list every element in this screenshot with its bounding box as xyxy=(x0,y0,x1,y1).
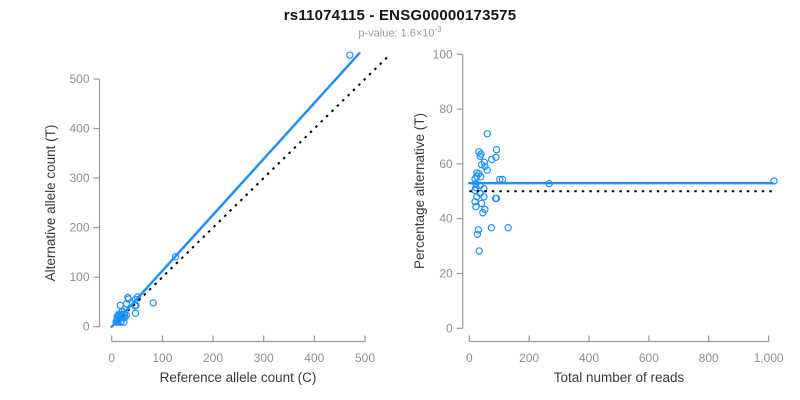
data-point xyxy=(481,162,489,171)
y-tick-label: 500 xyxy=(69,72,89,86)
data-point xyxy=(479,208,487,217)
data-point xyxy=(171,253,180,261)
data-point xyxy=(477,199,486,208)
data-point xyxy=(504,223,512,232)
data-point xyxy=(770,177,778,185)
data-point xyxy=(472,202,480,211)
data-point xyxy=(483,166,492,174)
x-tick-label: 400 xyxy=(579,351,599,365)
x-tick-label: 200 xyxy=(519,351,539,365)
x-axis-title: Reference allele count (C) xyxy=(160,370,317,385)
data-point xyxy=(475,148,483,156)
y-tick-label: 80 xyxy=(439,102,453,116)
data-point xyxy=(149,299,157,307)
y-tick-label: 20 xyxy=(439,267,453,281)
left-scatter-plot: 0 100 200 300 400 500 0 100 200 300 400 500 Referenc… xyxy=(43,51,389,385)
fit-line xyxy=(110,51,361,328)
data-point xyxy=(474,226,483,234)
data-point xyxy=(473,230,482,238)
y-tick-label: 100 xyxy=(69,270,89,284)
data-point xyxy=(473,193,481,201)
data-point xyxy=(475,247,483,255)
y-tick-label: 0 xyxy=(446,321,453,335)
x-tick-label: 0 xyxy=(466,351,473,365)
data-point xyxy=(480,184,488,193)
figure-header: rs11074115 - ENSG00000173575 p-value: 1.… xyxy=(0,0,800,40)
data-point xyxy=(476,152,484,160)
data-point xyxy=(492,153,500,162)
y-tick-label: 0 xyxy=(83,320,90,334)
data-point xyxy=(133,293,142,301)
figure-subtitle: p-value: 1.6×10-3 xyxy=(0,25,800,40)
y-tick-label: 300 xyxy=(69,171,89,185)
data-point xyxy=(471,197,479,206)
x-tick-label: 0 xyxy=(108,351,115,365)
y-axis-title: Alternative allele count (T) xyxy=(43,125,58,282)
right-scatter-plot: 0 20 40 60 80 100 0 200 400 600 800 1,000 Total numb… xyxy=(412,47,784,385)
y-tick-label: 40 xyxy=(439,212,453,226)
x-tick-label: 600 xyxy=(639,351,659,365)
data-point xyxy=(120,318,128,326)
y-tick-label: 60 xyxy=(439,157,453,171)
x-axis-title: Total number of reads xyxy=(554,370,685,385)
pvalue-text: p-value: 1.6×10 xyxy=(358,27,435,40)
reference-line xyxy=(111,55,389,328)
data-point xyxy=(117,318,125,326)
figure-title: rs11074115 - ENSG00000173575 xyxy=(283,7,517,24)
data-point xyxy=(346,51,354,59)
data-point xyxy=(480,193,488,201)
x-tick-label: 100 xyxy=(152,351,172,365)
data-point xyxy=(131,309,140,317)
x-tick-label: 1,000 xyxy=(754,351,784,365)
x-tick-label: 800 xyxy=(699,351,719,365)
y-tick-label: 100 xyxy=(433,47,453,61)
y-axis-title: Percentage alternative (T) xyxy=(412,113,427,269)
x-tick-label: 200 xyxy=(203,351,223,365)
pvalue-exponent: -3 xyxy=(434,25,442,34)
data-point xyxy=(487,155,496,164)
data-point xyxy=(483,130,492,138)
data-point xyxy=(491,194,500,203)
x-tick-label: 500 xyxy=(355,351,375,365)
data-point xyxy=(487,223,496,232)
y-tick-label: 400 xyxy=(69,122,89,136)
x-tick-label: 400 xyxy=(304,351,324,365)
data-point xyxy=(492,145,501,154)
x-tick-label: 300 xyxy=(254,351,274,365)
y-tick-label: 200 xyxy=(69,221,89,235)
